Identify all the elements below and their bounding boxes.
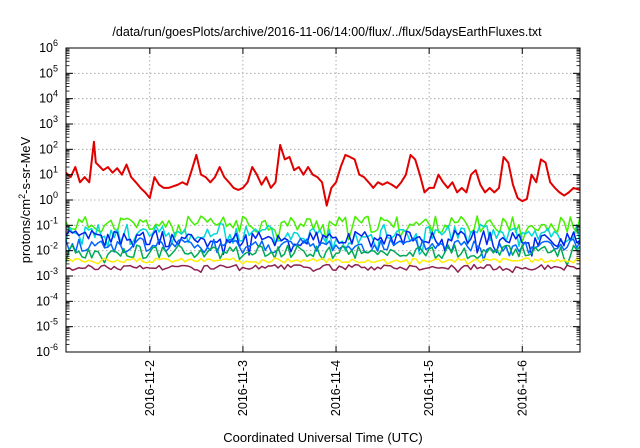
chart-title: /data/run/goesPlots/archive/2016-11-06/1… — [112, 25, 542, 39]
y-axis-label-rest: -s-sr-MeV — [18, 136, 33, 193]
y-axis-label-sup: 2 — [17, 194, 27, 199]
y-tick-exponent: 1 — [53, 165, 58, 175]
y-tick-base: 10 — [39, 193, 53, 207]
y-tick-exponent: 0 — [53, 190, 58, 200]
tick-marks — [66, 47, 580, 353]
y-tick-exponent: -3 — [50, 266, 58, 276]
series-line-3 — [65, 229, 581, 257]
y-axis-label: protons/cm2-s-sr-MeV — [17, 136, 33, 263]
x-axis-label: Coordinated Universal Time (UTC) — [223, 430, 422, 445]
y-tick-exponent: 6 — [53, 38, 58, 48]
y-tick-labels: 10-610-510-410-310-210-11001011021031041… — [36, 38, 58, 359]
x-tick-label: 2016-11-5 — [422, 360, 436, 416]
y-tick-exponent: 5 — [53, 63, 58, 73]
y-tick-exponent: -1 — [50, 215, 58, 225]
y-tick-base: 10 — [36, 294, 50, 308]
y-tick-base: 10 — [39, 41, 53, 55]
series-line-7 — [65, 263, 581, 274]
y-tick-base: 10 — [39, 168, 53, 182]
y-tick-exponent: -5 — [50, 317, 58, 327]
x-tick-label: 2016-11-3 — [236, 360, 250, 416]
x-tick-label: 2016-11-4 — [329, 360, 343, 416]
y-tick-label: 103 — [39, 114, 58, 131]
x-tick-labels: 2016-11-2 2016-11-3 2016-11-4 2016-11-5 2016… — [143, 360, 529, 416]
y-tick-base: 10 — [36, 320, 50, 334]
series-line-0 — [65, 140, 581, 207]
y-tick-label: 10-6 — [36, 342, 58, 359]
y-tick-label: 10-4 — [36, 291, 58, 308]
y-tick-label: 10-2 — [36, 241, 58, 258]
y-tick-label: 10-1 — [36, 215, 58, 232]
y-tick-label: 102 — [39, 139, 58, 156]
y-axis-label-base: protons/cm — [18, 199, 33, 263]
y-tick-label: 10-5 — [36, 317, 58, 334]
y-tick-base: 10 — [36, 345, 50, 359]
y-tick-base: 10 — [36, 269, 50, 283]
y-tick-base: 10 — [39, 142, 53, 156]
x-tick-label: 2016-11-2 — [143, 360, 157, 416]
y-tick-exponent: -4 — [50, 291, 58, 301]
y-tick-label: 104 — [39, 89, 58, 106]
y-tick-exponent: -6 — [50, 342, 58, 352]
y-tick-base: 10 — [36, 244, 50, 258]
y-tick-label: 106 — [39, 38, 58, 55]
x-tick-label: 2016-11-6 — [515, 360, 529, 416]
y-tick-label: 10-3 — [36, 266, 58, 283]
y-tick-label: 100 — [39, 190, 58, 207]
series-line-1 — [65, 215, 581, 244]
grid-lines — [66, 48, 580, 352]
y-tick-exponent: 3 — [53, 114, 58, 124]
y-tick-label: 101 — [39, 165, 58, 182]
y-tick-exponent: -2 — [50, 241, 58, 251]
y-tick-base: 10 — [39, 117, 53, 131]
y-tick-exponent: 4 — [53, 89, 58, 99]
y-tick-base: 10 — [39, 66, 53, 80]
series-lines — [65, 140, 581, 274]
y-tick-base: 10 — [36, 218, 50, 232]
y-tick-base: 10 — [39, 92, 53, 106]
y-tick-exponent: 2 — [53, 139, 58, 149]
y-tick-label: 105 — [39, 63, 58, 80]
series-line-6 — [65, 257, 581, 266]
